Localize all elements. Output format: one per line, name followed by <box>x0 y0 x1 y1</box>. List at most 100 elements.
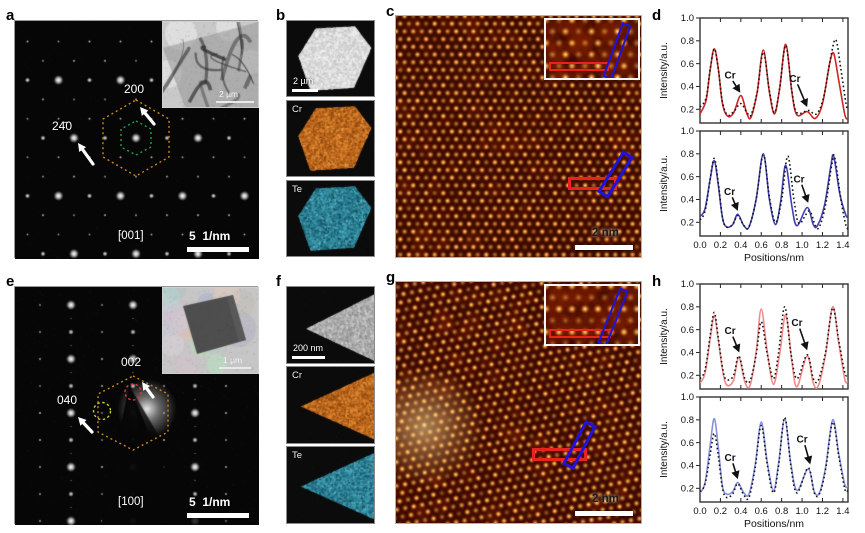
svg-text:0.8: 0.8 <box>775 240 788 251</box>
svg-text:0.4: 0.4 <box>681 461 694 472</box>
panel-e-diffraction-image: 1 µm 002 040 [100] 5 1/nm <box>14 286 259 525</box>
svg-text:1.0: 1.0 <box>681 279 694 290</box>
panel-f-label: f <box>276 273 281 290</box>
svg-text:Intensity/a.u.: Intensity/a.u. <box>659 308 670 365</box>
panel-d-label: d <box>652 7 662 24</box>
panel-a-inset-scale-text: 2 µm <box>219 89 239 99</box>
panel-c-stem-image: 2 nm <box>395 15 642 258</box>
panel-a-diffraction-image: 2 µm 200 24̄0 [001] 5 1/nm <box>14 20 259 259</box>
svg-text:Cr: Cr <box>789 74 800 85</box>
svg-text:Intensity/a.u.: Intensity/a.u. <box>659 155 670 212</box>
svg-text:0.2: 0.2 <box>714 506 727 517</box>
svg-text:Intensity/a.u.: Intensity/a.u. <box>659 421 670 478</box>
svg-text:0.0: 0.0 <box>693 506 706 517</box>
panel-e-inset-canvas <box>163 288 258 373</box>
svg-text:0.4: 0.4 <box>681 195 694 206</box>
svg-text:0.2: 0.2 <box>681 371 694 382</box>
svg-text:0.2: 0.2 <box>714 240 727 251</box>
svg-text:0.4: 0.4 <box>734 240 747 251</box>
svg-text:0.8: 0.8 <box>775 506 788 517</box>
panel-a-label: a <box>6 7 15 24</box>
svg-text:1.4: 1.4 <box>836 506 849 517</box>
panel-c-inset-stem <box>544 18 640 80</box>
panel-f-te-map-tile: Te <box>286 446 375 524</box>
svg-text:1.0: 1.0 <box>795 240 808 251</box>
svg-text:1.0: 1.0 <box>681 392 694 403</box>
svg-text:Cr: Cr <box>725 326 736 337</box>
svg-text:Cr: Cr <box>725 453 736 464</box>
panel-f-haadf-canvas <box>287 287 374 363</box>
panel-d-chart-svg: 1.0 0.8 0.6 0.4 0.2 Intensity/a.u. Cr Cr 1.0 0.8 0… <box>659 13 850 264</box>
panel-a-spot-label-240: 24̄0 <box>52 119 73 133</box>
panel-f-scale-text: 200 nm <box>293 343 324 353</box>
panel-a-scale-text: 5 1/nm <box>189 229 231 243</box>
panel-c-scale-text: 2 nm <box>592 227 619 239</box>
svg-text:0.8: 0.8 <box>681 415 694 426</box>
panel-g-red-roi <box>532 448 587 461</box>
panel-c-scale-bar <box>575 245 633 250</box>
svg-text:0.4: 0.4 <box>681 348 694 359</box>
panel-h-charts: 1.0 0.8 0.6 0.4 0.2 Intensity/a.u. Cr Cr 1.0 0.8 0… <box>648 272 865 530</box>
panel-b-scale-text: 2 µm <box>293 76 314 86</box>
svg-text:Positions/nm: Positions/nm <box>744 252 804 264</box>
svg-text:Cr: Cr <box>797 435 808 446</box>
svg-text:Cr: Cr <box>793 174 804 185</box>
svg-text:0.4: 0.4 <box>681 82 694 93</box>
panel-g-inset-red-roi <box>549 329 611 338</box>
svg-text:Cr: Cr <box>725 70 736 81</box>
panel-b-cr-map-canvas <box>287 101 374 176</box>
panel-b-haadf-tile: 2 µm <box>286 20 375 97</box>
panel-e-inset-scale-text: 1 µm <box>223 355 243 365</box>
panel-c-label: c <box>386 3 395 20</box>
svg-text:0.6: 0.6 <box>681 172 694 183</box>
panel-e-inset-tem-image: 1 µm <box>162 287 259 374</box>
panel-e-label: e <box>6 273 15 290</box>
panel-f-scale-bar <box>292 356 325 359</box>
panel-f-cr-map-canvas <box>287 367 374 443</box>
svg-text:1.2: 1.2 <box>816 506 829 517</box>
panel-f-te-map-canvas <box>287 447 374 523</box>
panel-a-inset-tem-image: 2 µm <box>162 21 259 108</box>
svg-text:0.2: 0.2 <box>681 218 694 229</box>
svg-text:0.8: 0.8 <box>681 36 694 47</box>
panel-e-scale-text: 5 1/nm <box>189 495 231 509</box>
svg-text:Cr: Cr <box>791 318 802 329</box>
svg-text:0.6: 0.6 <box>755 240 768 251</box>
panel-f-cr-map-tile: Cr <box>286 366 375 444</box>
svg-text:Cr: Cr <box>724 187 735 198</box>
panel-g-inset-stem <box>544 284 640 346</box>
svg-text:0.0: 0.0 <box>693 240 706 251</box>
svg-text:1.4: 1.4 <box>836 240 849 251</box>
svg-text:0.2: 0.2 <box>681 484 694 495</box>
panel-e-scale-bar <box>187 513 249 518</box>
svg-text:0.6: 0.6 <box>681 325 694 336</box>
panel-c-red-roi <box>568 177 617 190</box>
svg-text:0.4: 0.4 <box>734 506 747 517</box>
svg-text:1.0: 1.0 <box>681 13 694 24</box>
panel-a-inset-scale-bar <box>216 101 254 103</box>
svg-text:0.6: 0.6 <box>681 438 694 449</box>
panel-e-zone-axis-label: [100] <box>118 496 144 508</box>
svg-text:Positions/nm: Positions/nm <box>744 518 804 530</box>
panel-b-te-map-canvas <box>287 181 374 256</box>
svg-text:1.0: 1.0 <box>795 506 808 517</box>
svg-text:Intensity/a.u.: Intensity/a.u. <box>659 42 670 99</box>
panel-g-stem-image: 2 nm <box>395 281 642 524</box>
svg-text:0.8: 0.8 <box>681 302 694 313</box>
svg-text:1.0: 1.0 <box>681 126 694 137</box>
panel-c-inset-canvas <box>546 20 638 78</box>
panel-h-chart-svg: 1.0 0.8 0.6 0.4 0.2 Intensity/a.u. Cr Cr 1.0 0.8 0… <box>659 279 850 530</box>
panel-b-cr-map-tile: Cr <box>286 100 375 177</box>
panel-g-scale-text: 2 nm <box>592 493 619 505</box>
panel-a-inset-canvas <box>163 22 258 107</box>
svg-text:0.8: 0.8 <box>681 149 694 160</box>
panel-b-cr-label: Cr <box>292 104 303 115</box>
panel-a-spot-label-200: 200 <box>124 82 145 96</box>
panel-b-te-label: Te <box>292 184 303 195</box>
panel-b-scale-bar <box>292 89 318 92</box>
panel-f-te-label: Te <box>292 450 303 461</box>
panel-g-inset-canvas <box>546 286 638 344</box>
panel-f-haadf-tile: 200 nm <box>286 286 375 364</box>
panel-g-label: g <box>386 269 396 286</box>
